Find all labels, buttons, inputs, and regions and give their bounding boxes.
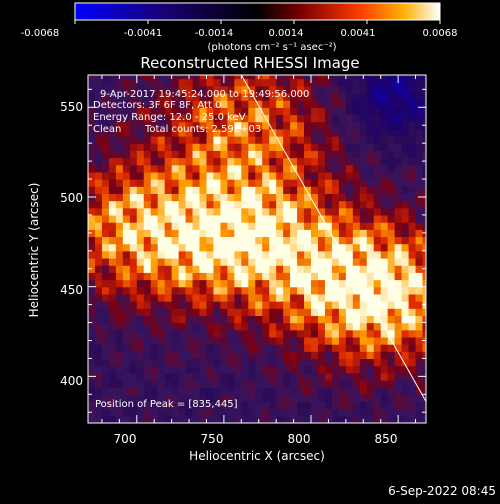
colorbar-tick-4: 0.0041 (341, 28, 376, 39)
x-axis-label: Heliocentric X (arcsec) (189, 449, 325, 463)
x-tick-label-700: 700 (114, 432, 137, 446)
annotation-time-range: 9-Apr-2017 19:45:24.000 to 19:49:56.000 (100, 89, 309, 100)
y-tick-label-550: 550 (60, 100, 83, 114)
colorbar-units: (photons cm⁻² s⁻¹ asec⁻²) (207, 42, 336, 53)
colorbar-tick-1: -0.0041 (124, 28, 163, 39)
x-tick-label-750: 750 (201, 432, 224, 446)
y-tick-label-450: 450 (60, 283, 83, 297)
x-tick-label-800: 800 (288, 432, 311, 446)
colorbar-tick-0: -0.0068 (21, 28, 60, 39)
axis-ticks (88, 75, 426, 423)
annotation-clean: Clean (93, 124, 121, 135)
annotation-energy: Energy Range: 12.0 - 25.0 keV (93, 112, 246, 123)
colorbar-ticks (74, 20, 441, 24)
annotation-detectors: Detectors: 3F 6F 8F, Att 0 (93, 100, 221, 111)
colorbar-tick-3: 0.0014 (269, 28, 304, 39)
y-tick-label-500: 500 (60, 191, 83, 205)
colorbar (74, 2, 441, 21)
colorbar-tick-2: -0.0014 (195, 28, 234, 39)
plot-title: Reconstructed RHESSI Image (140, 54, 359, 72)
y-tick-label-400: 400 (60, 374, 83, 388)
plot-frame (87, 74, 427, 424)
solar-limb-line (240, 75, 426, 402)
x-tick-label-850: 850 (375, 432, 398, 446)
y-axis-label: Heliocentric Y (arcsec) (27, 183, 41, 318)
footer-date: 6-Sep-2022 08:45 (388, 484, 496, 498)
colorbar-tick-5: 0.0068 (423, 28, 458, 39)
annotation-total-counts: Total counts: 2.59E+03 (144, 124, 261, 135)
heatmap-image (88, 75, 426, 423)
annotation-peak-position: Position of Peak = [835,445] (95, 399, 238, 410)
